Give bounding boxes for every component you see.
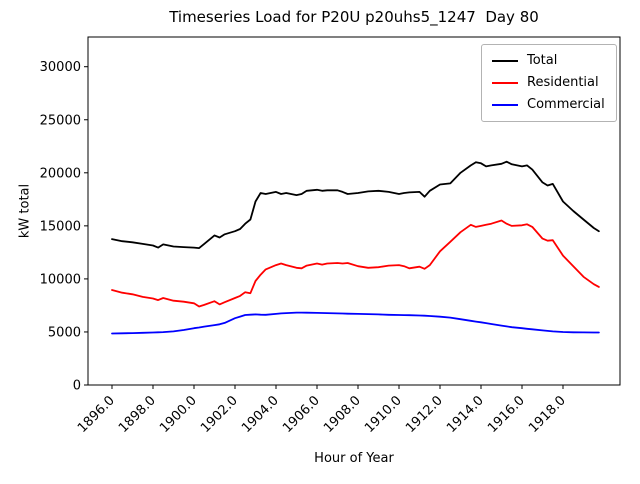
axes-frame xyxy=(87,36,621,386)
y-tick-label: 30000 xyxy=(40,60,81,75)
legend: Total Residential Commercial xyxy=(481,44,617,122)
x-tick-label: 1912.0 xyxy=(403,393,446,436)
series-line-commercial xyxy=(111,311,600,335)
x-tick-label: 1918.0 xyxy=(526,393,569,436)
x-tick-label: 1910.0 xyxy=(362,393,405,436)
legend-label-residential: Residential xyxy=(527,75,599,90)
x-tick-label: 1906.0 xyxy=(280,393,323,436)
y-tick-label: 5000 xyxy=(48,325,81,340)
legend-item-total: Total xyxy=(492,50,608,72)
x-tick-label: 1908.0 xyxy=(321,393,364,436)
legend-label-commercial: Commercial xyxy=(527,97,605,112)
x-tick-label: 1900.0 xyxy=(157,393,200,436)
legend-item-residential: Residential xyxy=(492,72,608,94)
y-tick-label: 10000 xyxy=(40,272,81,287)
x-tick-label: 1916.0 xyxy=(485,393,528,436)
legend-label-total: Total xyxy=(527,53,558,68)
legend-line-sample-residential xyxy=(492,82,518,84)
y-tick-label: 0 xyxy=(73,379,81,394)
series-line-total xyxy=(111,160,600,250)
series-line-residential xyxy=(111,219,600,308)
x-tick-label: 1902.0 xyxy=(198,393,241,436)
x-tick-label: 1904.0 xyxy=(239,393,282,436)
x-tick-label: 1914.0 xyxy=(444,393,487,436)
x-tick-label: 1896.0 xyxy=(75,393,118,436)
chart-title: Timeseries Load for P20U p20uhs5_1247 Da… xyxy=(169,8,539,26)
y-tick-label: 15000 xyxy=(40,219,81,234)
legend-item-commercial: Commercial xyxy=(492,94,608,116)
legend-line-sample-commercial xyxy=(492,104,518,106)
x-tick-label: 1898.0 xyxy=(116,393,159,436)
y-tick-label: 20000 xyxy=(40,166,81,181)
x-axis-label: Hour of Year xyxy=(314,451,394,466)
y-axis-label: kW total xyxy=(17,183,33,239)
y-tick-label: 25000 xyxy=(40,113,81,128)
legend-line-sample-total xyxy=(492,60,518,62)
